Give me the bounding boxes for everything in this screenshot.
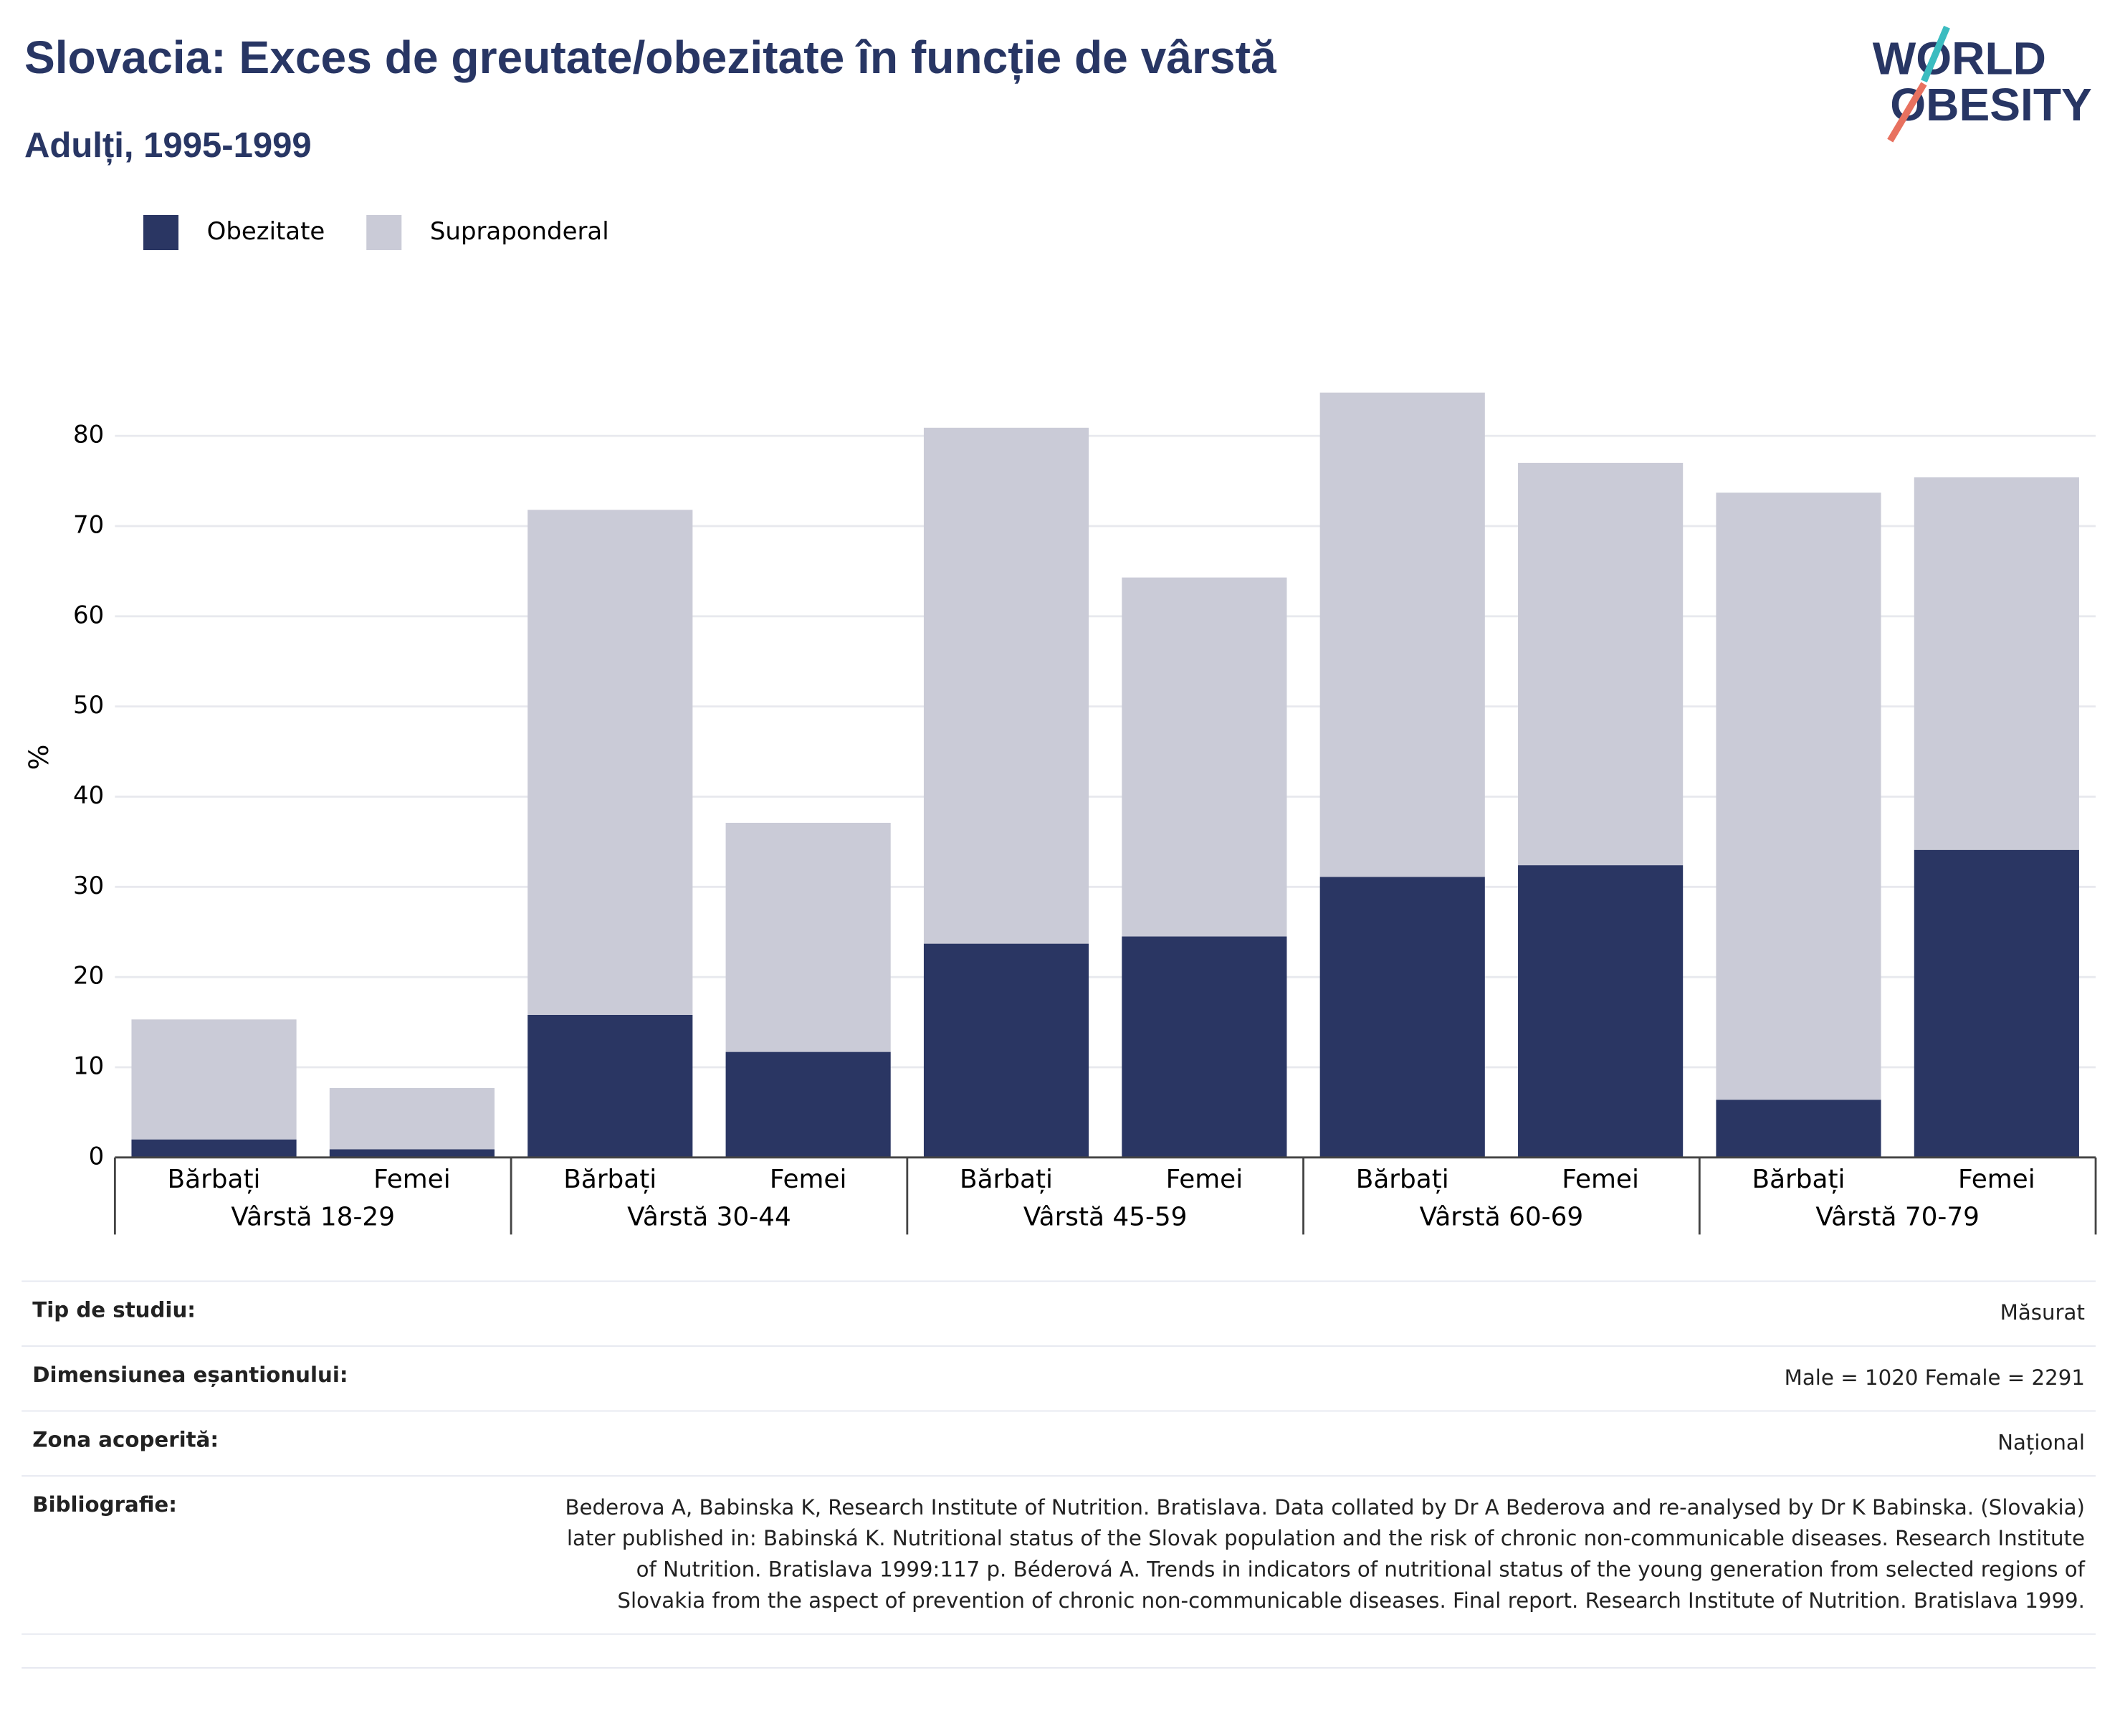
group-label: Vârstă 18-29 xyxy=(231,1203,395,1232)
table-key: Tip de studiu: xyxy=(32,1298,196,1322)
y-tick-label: 30 xyxy=(73,872,104,900)
bar-segment xyxy=(1122,936,1287,1158)
x-tick-label: Femei xyxy=(1166,1165,1243,1194)
chart: WORLD OBESITY % 01020304050607080Obezita… xyxy=(23,25,2097,1235)
bar-segment xyxy=(1122,577,1287,937)
bar-segment xyxy=(527,510,693,1016)
bar-segment xyxy=(1716,492,1881,1100)
y-axis-label: % xyxy=(23,745,54,771)
y-tick-label: 40 xyxy=(73,781,104,810)
table-key: Dimensiunea eșantionului: xyxy=(32,1363,348,1388)
bar-segment xyxy=(923,943,1089,1158)
bar-segment xyxy=(1914,849,2079,1158)
x-tick-label: Femei xyxy=(373,1165,451,1194)
table-row: Tip de studiu: Măsurat xyxy=(22,1282,2096,1347)
y-tick-label: 80 xyxy=(73,421,104,449)
x-tick-label: Bărbați xyxy=(168,1165,261,1194)
bar-segment xyxy=(329,1149,495,1158)
table-key: Bibliografie: xyxy=(32,1492,177,1517)
bar-segment xyxy=(1319,877,1485,1158)
legend-swatch xyxy=(366,214,402,250)
table-value: Național xyxy=(1997,1430,2085,1455)
group-label: Vârstă 70-79 xyxy=(1815,1203,1980,1232)
bar-segment xyxy=(1914,477,2079,850)
group-label: Vârstă 30-44 xyxy=(627,1203,791,1232)
x-tick-label: Femei xyxy=(1562,1165,1639,1194)
chart-subtitle: Adulți, 1995-1999 xyxy=(24,124,312,166)
y-tick-label: 60 xyxy=(73,601,104,629)
table-row: Dimensiunea eșantionului: Male = 1020 Fem… xyxy=(22,1347,2096,1412)
table-value: Bederova A, Babinska K, Research Institu… xyxy=(565,1495,2085,1613)
table-value: Măsurat xyxy=(2000,1300,2085,1325)
y-tick-label: 50 xyxy=(73,691,104,720)
logo-text: WORLD xyxy=(1873,33,2046,85)
bar-segment xyxy=(527,1015,693,1158)
legend-label: Supraponderal xyxy=(430,217,609,246)
x-tick-label: Femei xyxy=(1958,1165,2035,1194)
y-tick-label: 70 xyxy=(73,510,104,539)
group-label: Vârstă 60-69 xyxy=(1420,1203,1584,1232)
bar-segment xyxy=(725,822,891,1052)
footnote xyxy=(22,1635,2096,1669)
logo-slash xyxy=(1921,25,1950,83)
chart-title: Slovacia: Exces de greutate/obezitate în… xyxy=(24,32,1276,84)
y-tick-label: 10 xyxy=(73,1051,104,1080)
table-key: Zona acoperită: xyxy=(32,1428,219,1453)
group-label: Vârstă 45-59 xyxy=(1023,1203,1188,1232)
logo-slash xyxy=(1887,82,1927,143)
x-tick-label: Femei xyxy=(770,1165,847,1194)
legend-label: Obezitate xyxy=(207,217,325,246)
bar-segment xyxy=(1518,865,1684,1158)
bar-segment xyxy=(1319,392,1485,877)
bar-segment xyxy=(131,1019,297,1140)
bar-segment xyxy=(725,1051,891,1158)
legend-swatch xyxy=(143,214,179,250)
table-row: Bibliografie: Bederova A, Babinska K, Res… xyxy=(22,1477,2096,1635)
table-value: Male = 1020 Female = 2291 xyxy=(1784,1365,2085,1391)
bar-segment xyxy=(923,427,1089,944)
info-table: Tip de studiu: Măsurat Dimensiunea eșanti… xyxy=(22,1280,2096,1669)
x-tick-label: Bărbați xyxy=(960,1165,1053,1194)
bar-segment xyxy=(131,1139,297,1158)
y-tick-label: 20 xyxy=(73,962,104,991)
bar-segment xyxy=(329,1087,495,1150)
x-tick-label: Bărbați xyxy=(563,1165,656,1194)
y-tick-label: 0 xyxy=(89,1142,105,1170)
table-row: Zona acoperită: Național xyxy=(22,1411,2096,1477)
bar-segment xyxy=(1518,462,1684,866)
x-tick-label: Bărbați xyxy=(1752,1165,1846,1194)
bar-segment xyxy=(1716,1100,1881,1158)
x-tick-label: Bărbați xyxy=(1356,1165,1449,1194)
